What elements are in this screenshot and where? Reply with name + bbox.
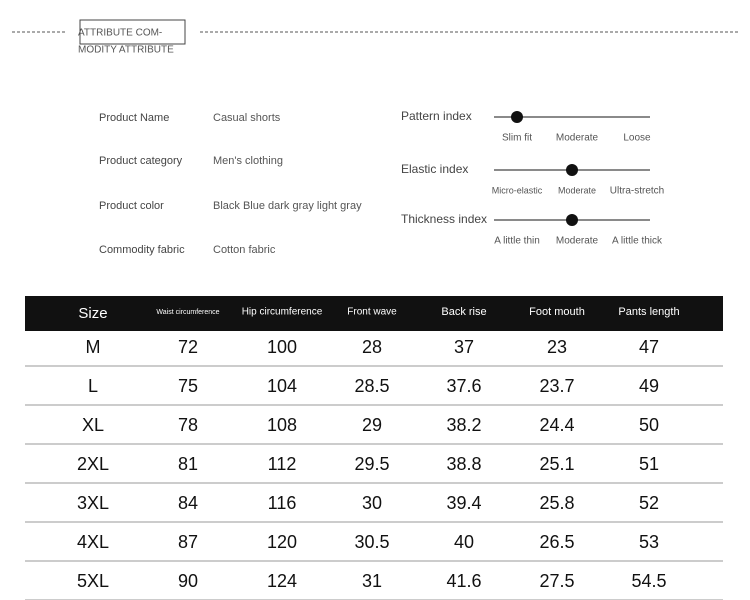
index-option: Micro-elastic	[492, 185, 543, 195]
table-cell: 54.5	[631, 571, 666, 591]
index-option: Ultra-stretch	[610, 186, 664, 197]
index-option: Loose	[623, 133, 651, 144]
column-header: Front wave	[347, 307, 397, 318]
table-cell: 104	[267, 376, 297, 396]
column-header: Foot mouth	[529, 306, 585, 318]
table-cell: 72	[178, 337, 198, 357]
table-cell: 28	[362, 337, 382, 357]
table-cell: 30	[362, 493, 382, 513]
table-cell: 90	[178, 571, 198, 591]
index-option: Moderate	[558, 185, 596, 195]
table-cell: 37	[454, 337, 474, 357]
attribute-value: Casual shorts	[213, 112, 281, 124]
table-cell: 120	[267, 532, 297, 552]
table-cell: 50	[639, 415, 659, 435]
table-cell: 29	[362, 415, 382, 435]
table-cell: 27.5	[539, 571, 574, 591]
table-cell: 37.6	[446, 376, 481, 396]
table-cell: 75	[178, 376, 198, 396]
attribute-value: Cotton fabric	[213, 244, 276, 256]
index-option: A little thick	[612, 236, 663, 247]
table-cell: XL	[82, 415, 104, 435]
table-header-bg	[25, 296, 723, 331]
table-cell: 49	[639, 376, 659, 396]
attribute-label: Commodity fabric	[99, 244, 185, 256]
attribute-value: Men's clothing	[213, 155, 283, 167]
table-cell: 23	[547, 337, 567, 357]
index-label: Pattern index	[401, 109, 472, 123]
attribute-label: Product Name	[99, 112, 169, 124]
table-cell: 25.8	[539, 493, 574, 513]
index-marker	[511, 111, 523, 123]
table-cell: 81	[178, 454, 198, 474]
table-cell: 23.7	[539, 376, 574, 396]
table-cell: 100	[267, 337, 297, 357]
table-cell: 25.1	[539, 454, 574, 474]
table-cell: 51	[639, 454, 659, 474]
index-marker	[566, 214, 578, 226]
table-cell: 2XL	[77, 454, 109, 474]
table-cell: 108	[267, 415, 297, 435]
index-label: Elastic index	[401, 162, 468, 176]
table-cell: 5XL	[77, 571, 109, 591]
table-cell: 28.5	[354, 376, 389, 396]
index-marker	[566, 164, 578, 176]
table-cell: 38.8	[446, 454, 481, 474]
column-header: Hip circumference	[242, 307, 323, 318]
attribute-label: Product category	[99, 155, 183, 167]
column-header: Back rise	[441, 306, 486, 318]
table-cell: 78	[178, 415, 198, 435]
table-cell: 47	[639, 337, 659, 357]
index-label: Thickness index	[401, 212, 487, 226]
table-cell: 24.4	[539, 415, 574, 435]
header-box	[79, 19, 186, 45]
table-cell: 116	[268, 493, 297, 513]
table-cell: 40	[454, 532, 474, 552]
table-cell: 53	[639, 532, 659, 552]
table-cell: 87	[178, 532, 198, 552]
column-header: Waist circumference	[156, 309, 219, 316]
table-cell: 26.5	[539, 532, 574, 552]
attribute-label: Product color	[99, 200, 164, 212]
index-option: A little thin	[494, 236, 540, 247]
table-cell: 4XL	[77, 532, 109, 552]
column-header: Pants length	[618, 306, 679, 318]
table-cell: 3XL	[77, 493, 109, 513]
table-cell: 38.2	[446, 415, 481, 435]
index-option: Slim fit	[502, 133, 532, 144]
attribute-value: Black Blue dark gray light gray	[213, 200, 362, 212]
header-title: ATTRIBUTE COM-	[78, 28, 162, 39]
table-cell: 39.4	[446, 493, 481, 513]
table-cell: 84	[178, 493, 198, 513]
table-cell: L	[88, 376, 98, 396]
table-cell: 112	[268, 454, 297, 474]
index-option: Moderate	[556, 133, 599, 144]
table-cell: 41.6	[446, 571, 481, 591]
table-cell: 52	[639, 493, 659, 513]
header-title: MODITY ATTRIBUTE	[78, 45, 174, 56]
index-option: Moderate	[556, 236, 599, 247]
column-header: Size	[78, 305, 107, 322]
table-cell: 30.5	[354, 532, 389, 552]
table-cell: 124	[267, 571, 297, 591]
table-cell: 31	[362, 571, 382, 591]
table-cell: M	[86, 337, 101, 357]
table-cell: 29.5	[354, 454, 389, 474]
